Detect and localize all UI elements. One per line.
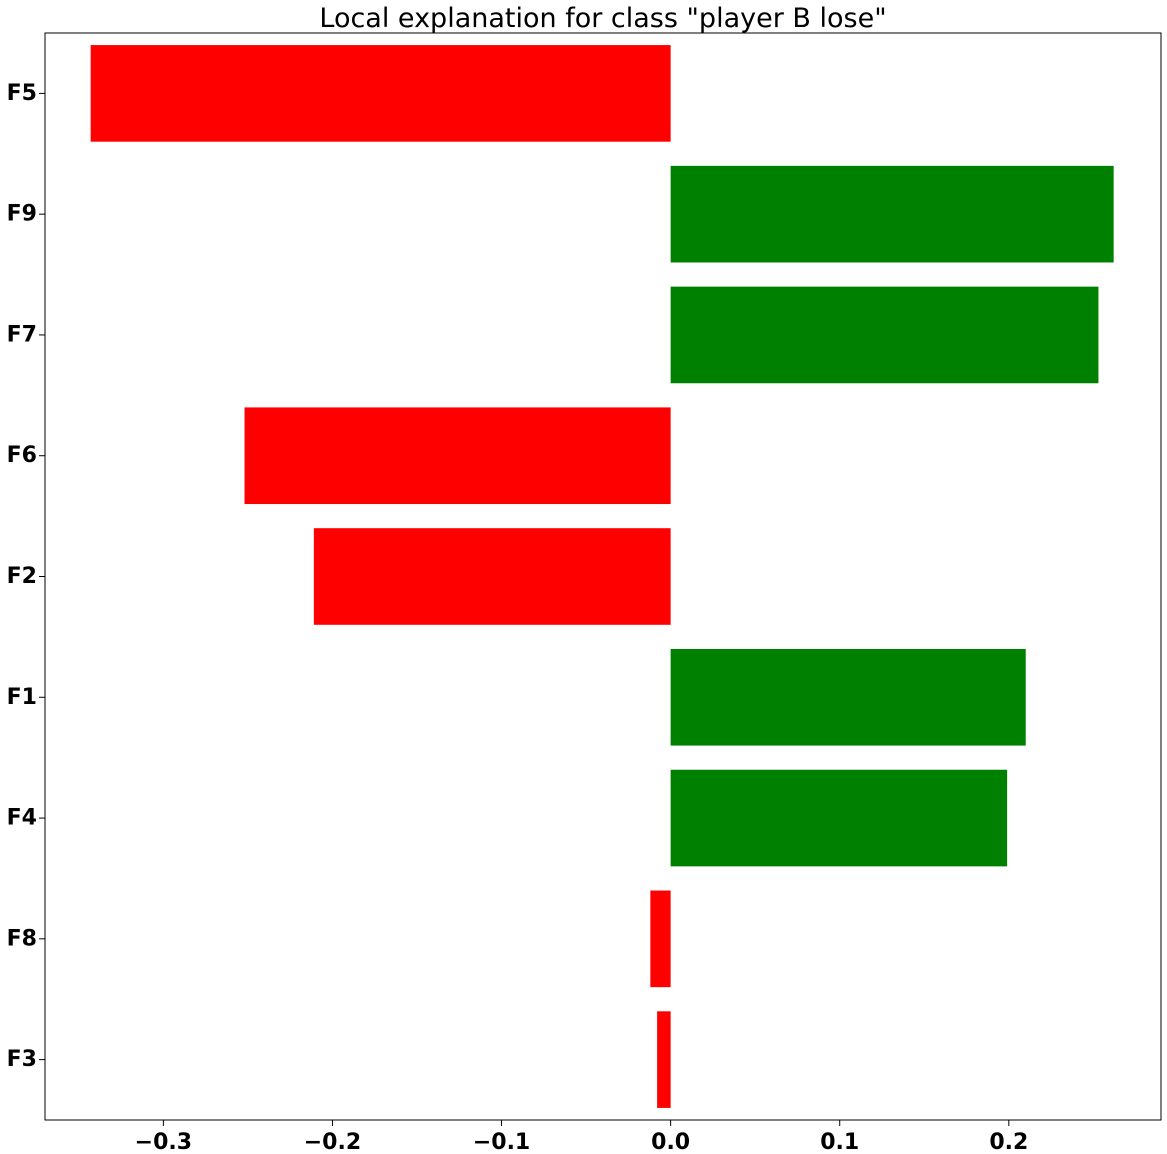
bar-f7 xyxy=(670,286,1099,384)
y-tick-label-f7: F7 xyxy=(7,322,37,347)
x-tick-label-1: −0.2 xyxy=(304,1130,361,1154)
x-tick-label-0: −0.3 xyxy=(135,1130,192,1154)
bar-f5 xyxy=(90,45,671,142)
y-tick-label-f8: F8 xyxy=(7,926,37,951)
bar-f4 xyxy=(670,769,1008,867)
bar-f2 xyxy=(313,528,671,625)
y-tick-label-f2: F2 xyxy=(7,564,37,589)
x-axis-ticks: −0.3 −0.2 −0.1 0.0 0.1 0.2 xyxy=(135,1120,1028,1154)
y-tick-label-f5: F5 xyxy=(7,81,37,106)
bars xyxy=(90,45,1114,1108)
x-tick-label-5: 0.2 xyxy=(989,1130,1028,1154)
bar-f3 xyxy=(657,1011,671,1108)
x-tick-label-4: 0.1 xyxy=(820,1130,859,1154)
y-tick-label-f6: F6 xyxy=(7,443,37,468)
y-tick-label-f1: F1 xyxy=(7,685,37,710)
x-tick-label-3: 0.0 xyxy=(651,1130,690,1154)
x-tick-label-2: −0.1 xyxy=(473,1130,530,1154)
y-tick-label-f4: F4 xyxy=(7,806,37,831)
y-tick-label-f3: F3 xyxy=(7,1047,37,1072)
y-axis-labels: F5 F9 F7 F6 F2 F1 F4 F8 F3 xyxy=(7,81,45,1072)
bar-f8 xyxy=(650,890,671,988)
bar-f6 xyxy=(244,407,671,505)
y-tick-label-f9: F9 xyxy=(7,202,37,227)
chart-title: Local explanation for class "player B lo… xyxy=(319,3,886,34)
bar-f9 xyxy=(670,165,1114,263)
bar-f1 xyxy=(670,648,1026,746)
